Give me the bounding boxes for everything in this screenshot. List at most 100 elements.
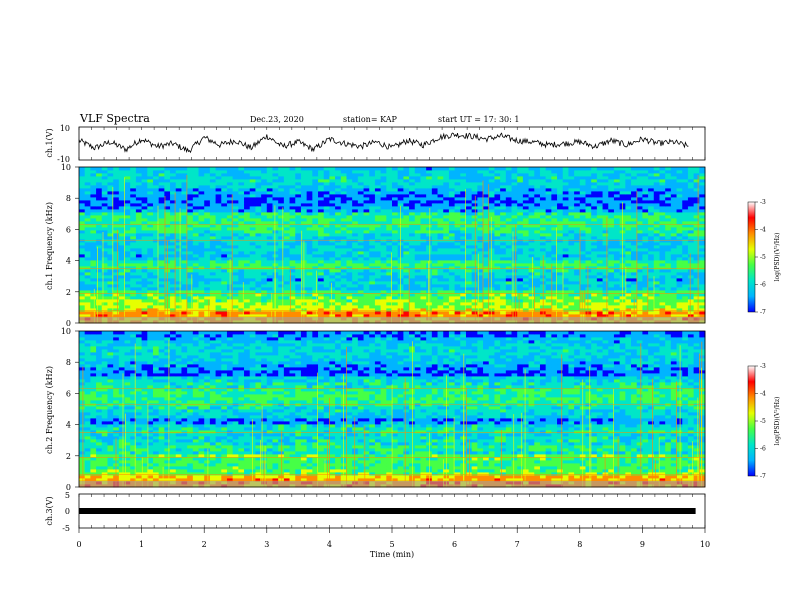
ch1-spectrogram-cell [448,287,455,291]
ch1-spectrogram-cell [437,296,444,300]
ch1-spectrogram-cell [500,233,507,237]
ch1-spectrogram-cell [631,287,638,291]
ch1-spectrogram-cell [255,227,262,231]
ch1-spectrogram-cell [477,200,484,204]
ch1-spectrogram-cell [84,287,91,291]
ch1-spectrogram-cell [352,254,359,258]
ch1-spectrogram-cell [357,221,364,225]
ch1-spectrogram-cell [249,230,256,234]
ch1-spectrogram-cell [283,266,290,270]
ch1-spectrogram-cell [289,224,296,228]
ch1-spectrogram-cell [676,218,683,222]
ch1-spectrogram-cell [437,206,444,210]
ch1-spectrogram-cell [687,257,695,261]
ch1-spectrogram-cell [602,263,609,267]
ch1-spectrogram-cell [170,293,177,297]
ch1-spectrogram-cell [636,206,643,210]
ch1-spectrogram-cell [483,257,490,261]
ch1-spectrogram-cell [551,224,558,228]
ch1-spectrogram-cell [448,257,455,261]
ch1-spectrogram-cell [141,233,148,237]
ch1-spectrogram-cell [505,287,512,291]
ch1-spectrogram-cell [221,194,228,198]
ch1-spectrogram-cell [329,242,336,246]
ch1-spectrogram-cell [437,233,444,237]
ch1-spectrogram-cell [477,305,484,309]
ch1-spectrogram-cell [175,299,182,303]
ch1-spectrogram-cell [636,263,643,267]
ch1-spectrogram-cell [204,233,211,237]
ch1-spectrogram-cell [363,284,370,288]
ch1-spectrogram-cell [631,254,638,258]
ch1-spectrogram-cell [340,197,347,201]
ch1-spectrogram-cell [295,278,302,282]
ch1-spectrogram-cell [522,191,529,195]
ch1-spectrogram-cell [289,188,296,192]
ch1-spectrogram-cell [255,287,262,291]
ch1-spectrogram-cell [465,287,473,291]
ch1-spectrogram-cell [431,290,438,294]
ch1-spectrogram-cell [374,242,382,246]
ch1-spectrogram-cell [289,236,296,240]
ch1-spectrogram-cell [448,254,455,258]
ch1-spectrogram-cell [340,236,347,240]
ch1-spectrogram-cell [249,203,256,207]
ch1-spectrogram-cell [386,242,393,246]
ch1-spectrogram-cell [528,287,535,291]
ch1-spectrogram-cell [653,227,660,231]
ch1-spectrogram-cell [346,272,353,276]
ch1-spectrogram-cell [158,215,165,219]
ch1-spectrogram-cell [687,308,695,312]
ch1-spectrogram-cell [545,308,552,312]
ch1-spectrogram-cell [141,218,148,222]
ch1-spectrogram-cell [562,194,569,198]
ch1-spectrogram-cell [209,293,216,297]
ch1-spectrogram-cell [534,302,541,306]
ch1-spectrogram-cell [670,218,677,222]
ch1-spectrogram-cell [653,305,660,309]
ch1-spectrogram-cell [568,272,575,276]
ch1-spectrogram-cell [465,227,473,231]
ch1-spectrogram-cell [397,191,404,195]
ch1-spectrogram-cell [471,191,478,195]
ch1-spectrogram-cell [670,191,677,195]
ch1-spectrogram-cell [557,191,564,195]
ch1-spectrogram-cell [107,230,114,234]
ch1-spectrogram-cell [90,260,97,264]
ch1-spectrogram-cell [653,218,660,222]
ch1-spectrogram-cell [118,245,125,249]
ch1-spectrogram-cell [130,209,137,213]
ch1-spectrogram-cell [403,245,410,249]
ch1-spectrogram-cell [300,209,308,213]
ch1-spectrogram-cell [596,263,603,267]
ch1-spectrogram-cell [192,233,199,237]
ch1-spectrogram-cell [244,302,251,306]
ch1-spectrogram-cell [79,287,86,291]
ch1-spectrogram-cell [124,209,131,213]
ch1-spectrogram-cell [693,293,700,297]
ch1-spectrogram-cell [551,302,558,306]
ch1-spectrogram-cell [545,227,552,231]
ch1-spectrogram-cell [255,212,262,216]
ch1-spectrogram-cell [494,260,501,264]
ch1-spectrogram-cell [283,215,290,219]
ch1-spectrogram-cell [625,284,632,288]
ch1-spectrogram-cell [130,269,137,273]
ch1-spectrogram-cell [249,299,256,303]
ch1-spectrogram-cell [613,200,621,204]
ch1-spectrogram-cell [625,239,632,243]
ch1-spectrogram-cell [591,254,598,258]
ch1-spectrogram-cell [488,206,495,210]
ch1-spectrogram-cell [631,248,638,252]
ch1-spectrogram-cell [135,302,142,306]
ch1-spectrogram-cell [96,245,103,249]
ch1-spectrogram-cell [283,248,290,252]
ch1-spectrogram-cell [198,188,205,192]
ch1-spectrogram-cell [352,212,359,216]
ch1-spectrogram-cell [591,236,598,240]
ch1-spectrogram-cell [152,215,160,219]
ch1-spectrogram-cell [187,194,194,198]
ch1-spectrogram-cell [352,221,359,225]
ch1-spectrogram-cell [625,194,632,198]
ch1-spectrogram-cell [96,212,103,216]
